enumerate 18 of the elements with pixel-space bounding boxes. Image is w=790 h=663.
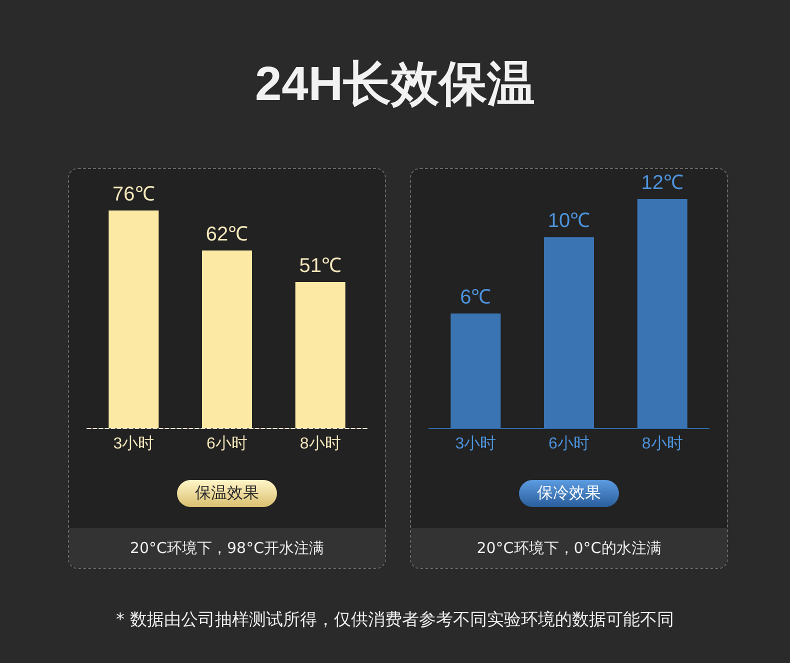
x-tick-label: 6小时 bbox=[206, 434, 248, 452]
data-label: 6℃ bbox=[460, 286, 492, 308]
text: 20°C环境下，0°C的水注满 bbox=[411, 528, 727, 568]
x-tick-label: 6小时 bbox=[548, 434, 590, 452]
text: 20°C环境下，98°C开水注满 bbox=[69, 528, 385, 568]
data-label: 12℃ bbox=[641, 172, 684, 194]
data-label: 76℃ bbox=[112, 183, 155, 206]
x-tick-label: 8小时 bbox=[300, 434, 341, 452]
x-tick-label: 8小时 bbox=[642, 434, 683, 452]
text: * 数据由公司抽样测试所得，仅供消费者参考不同实验环境的数据可能不同 bbox=[115, 609, 675, 631]
data-label: 62℃ bbox=[206, 224, 248, 246]
data-label: 51℃ bbox=[299, 255, 342, 278]
text: 保温效果 bbox=[177, 480, 277, 507]
text: 保冷效果 bbox=[519, 480, 619, 507]
data-label: 10℃ bbox=[548, 210, 590, 232]
x-tick-label: 3小时 bbox=[113, 434, 154, 452]
chart-title: 24H长效保温 bbox=[254, 57, 536, 113]
x-tick-label: 3小时 bbox=[455, 434, 496, 452]
